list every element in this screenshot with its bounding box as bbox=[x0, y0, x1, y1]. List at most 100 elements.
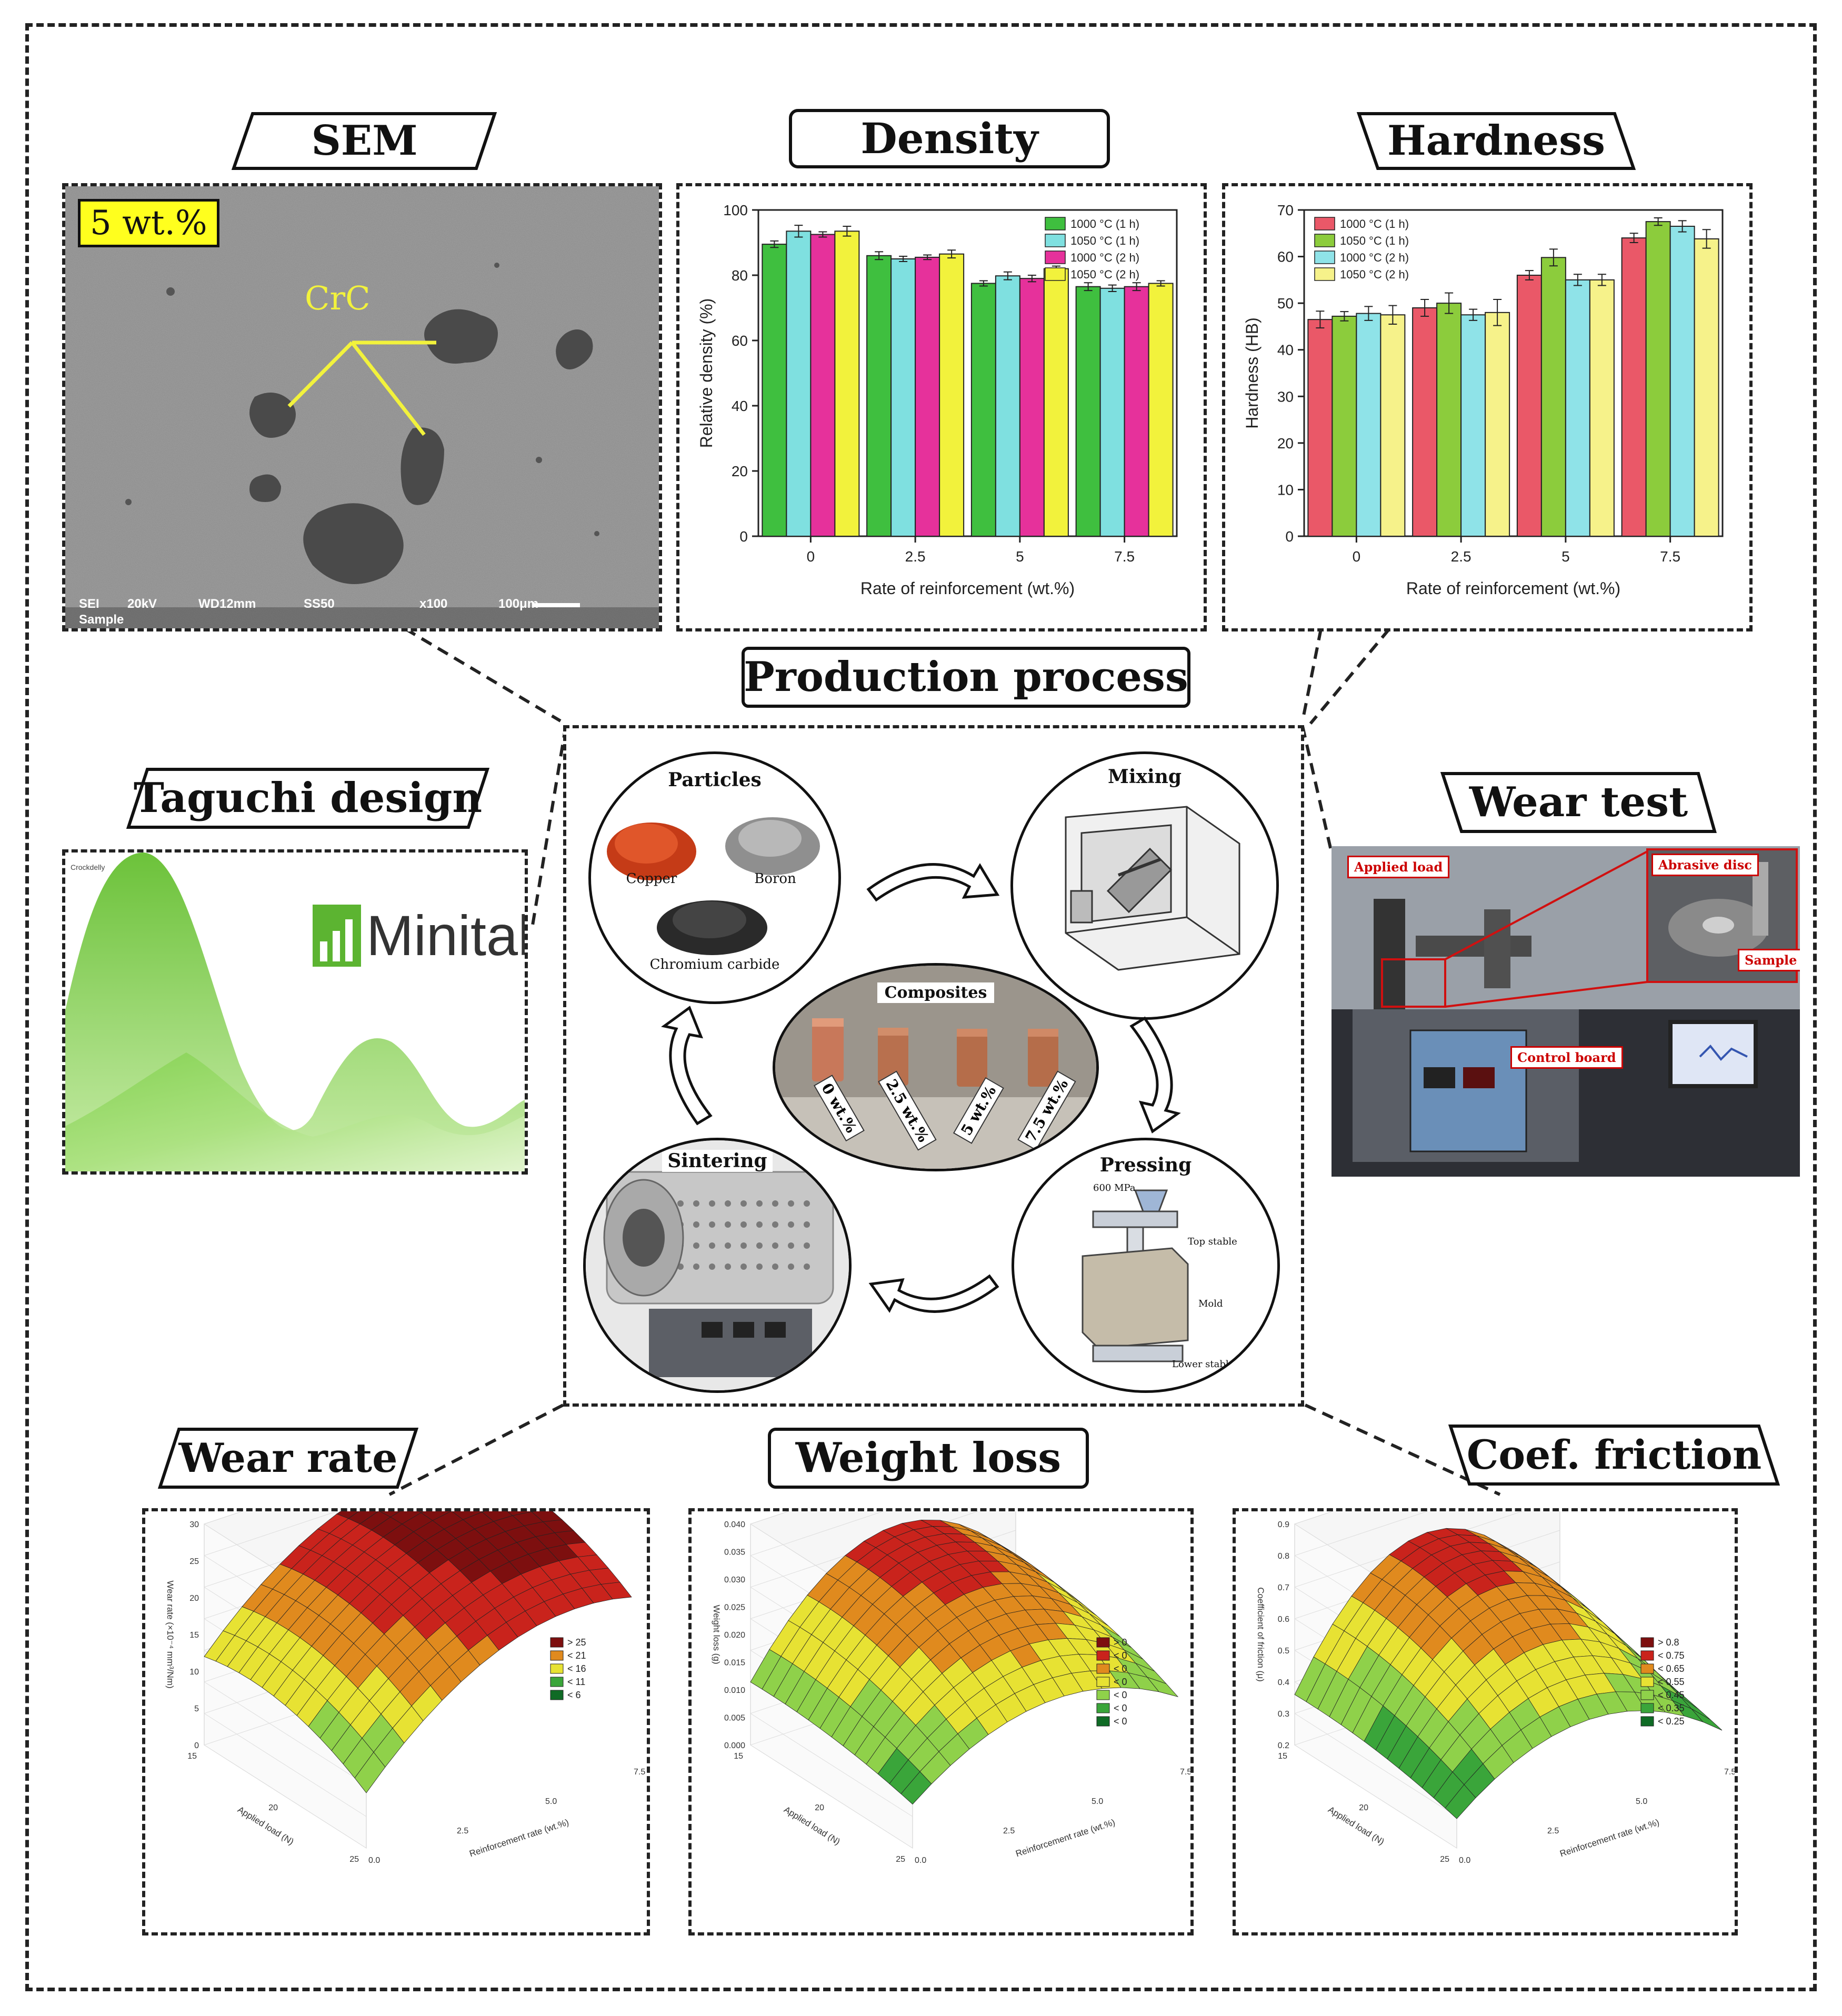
sintering-circle: Sintering bbox=[583, 1138, 852, 1393]
weight-loss-ztick-label-5: 0.025 bbox=[724, 1603, 745, 1612]
weight-loss-ztick-label-4: 0.020 bbox=[724, 1631, 745, 1640]
hardness-legend-swatch-1 bbox=[1314, 234, 1335, 247]
outer-frame bbox=[25, 23, 1817, 1991]
hardness-xtick-label-1: 2.5 bbox=[1451, 548, 1471, 565]
coef-friction-xtick-label-2: 5.0 bbox=[1636, 1797, 1647, 1806]
composites-title: Composites bbox=[877, 982, 995, 1003]
sem-phase-label: CrC bbox=[305, 279, 371, 317]
hardness-bar bbox=[1307, 319, 1333, 537]
hardness-bar bbox=[1669, 226, 1695, 537]
density-xlabel: Rate of reinforcement (wt.%) bbox=[860, 579, 1075, 598]
wear-rate-ytick-label-2: 25 bbox=[349, 1855, 359, 1864]
wear-test-scene bbox=[1332, 846, 1800, 1177]
sample-label: Sample bbox=[1738, 949, 1800, 971]
press-drawing bbox=[1082, 1189, 1189, 1362]
weight-loss-legend-label-3: < 0 bbox=[1114, 1677, 1127, 1687]
coef-friction-legend-label-4: < 0.45 bbox=[1658, 1690, 1685, 1700]
weight-loss-surface-chart: 0.0000.0050.0100.0150.0200.0250.0300.035… bbox=[712, 1435, 1192, 1865]
coef-friction-ztick-label-2: 0.4 bbox=[1278, 1678, 1289, 1687]
density-xtick-label-3: 7.5 bbox=[1114, 548, 1135, 565]
weight-loss-ylabel: Applied load (N) bbox=[782, 1804, 842, 1847]
arrow-pressing-to-sintering bbox=[868, 1274, 999, 1313]
wear-rate-xtick-label-0: 0.0 bbox=[368, 1856, 380, 1865]
hardness-ytick-label-3: 30 bbox=[1277, 388, 1294, 405]
label-coef-friction: Coef. friction bbox=[1448, 1424, 1780, 1486]
mixer-drawing bbox=[1065, 806, 1240, 971]
density-panel: 0 20 40 60 80 100 0 2.5 5 7.5 Rate of reinforcemen… bbox=[676, 183, 1207, 631]
density-legend-swatch-0 bbox=[1045, 217, 1066, 230]
density-ytick-label-5: 100 bbox=[723, 202, 748, 218]
label-production: Production process bbox=[741, 646, 1191, 708]
wear-rate-xtick-label-3: 7.5 bbox=[634, 1768, 645, 1777]
wear-rate-ztick-label-2: 10 bbox=[189, 1668, 199, 1677]
wear-rate-ztick-label-4: 20 bbox=[189, 1594, 199, 1603]
weight-loss-legend-swatch-2 bbox=[1096, 1663, 1110, 1674]
wear-rate-legend-label-2: < 16 bbox=[567, 1663, 586, 1674]
hardness-ytick-label-7: 70 bbox=[1277, 202, 1294, 218]
density-ytick-label-4: 80 bbox=[732, 267, 748, 284]
hardness-bar bbox=[1540, 257, 1566, 537]
weight-loss-ytick-label-1: 20 bbox=[815, 1803, 824, 1812]
wear-rate-ztick-label-3: 15 bbox=[189, 1631, 199, 1640]
sem-footer-wd: WD12mm bbox=[198, 597, 256, 611]
hardness-plot-frame bbox=[1303, 209, 1724, 537]
wear-rate-legend-label-4: < 6 bbox=[567, 1690, 581, 1700]
label-taguchi-text: Taguchi design bbox=[133, 774, 483, 822]
hardness-legend-swatch-2 bbox=[1314, 250, 1335, 264]
hardness-bar bbox=[1485, 312, 1510, 537]
hardness-legend-label-1: 1050 °C (1 h) bbox=[1340, 234, 1409, 247]
wear-rate-xlabel: Reinforcement rate (wt.%) bbox=[468, 1817, 570, 1859]
weight-loss-xtick-label-3: 7.5 bbox=[1180, 1768, 1190, 1777]
density-bar bbox=[834, 230, 860, 537]
label-production-text: Production process bbox=[744, 653, 1188, 701]
hardness-legend-swatch-3 bbox=[1314, 267, 1335, 281]
hardness-bar bbox=[1645, 221, 1671, 537]
coef-friction-xtick-label-1: 2.5 bbox=[1547, 1827, 1559, 1836]
coef-friction-ztick-label-3: 0.5 bbox=[1278, 1647, 1289, 1656]
density-plot-frame bbox=[757, 209, 1178, 537]
weight-loss-ztick-label-6: 0.030 bbox=[724, 1576, 745, 1584]
density-bar bbox=[1148, 283, 1174, 537]
density-xtick-label-0: 0 bbox=[807, 548, 815, 565]
weight-loss-legend-swatch-4 bbox=[1096, 1690, 1110, 1700]
hardness-xtick-label-2: 5 bbox=[1561, 548, 1570, 565]
wear-rate-legend-swatch-1 bbox=[550, 1650, 564, 1661]
sintering-title: Sintering bbox=[662, 1150, 773, 1172]
arrow-mixing-to-pressing bbox=[1129, 1016, 1181, 1134]
wear-test-photo: Applied load Abrasive disc Sample Contro… bbox=[1332, 846, 1800, 1177]
density-ytick-label-3: 60 bbox=[732, 333, 748, 349]
mixing-title: Mixing bbox=[1107, 766, 1182, 788]
density-legend-label-1: 1050 °C (1 h) bbox=[1070, 234, 1139, 247]
weight-loss-xtick-label-0: 0.0 bbox=[915, 1856, 926, 1865]
coef-friction-xtick-label-0: 0.0 bbox=[1459, 1856, 1470, 1865]
weight-loss-xtick-label-2: 5.0 bbox=[1092, 1797, 1103, 1806]
hardness-ytick-label-5: 50 bbox=[1277, 295, 1294, 312]
wear-rate-legend-label-3: < 11 bbox=[567, 1677, 585, 1687]
coef-friction-ztick-label-1: 0.3 bbox=[1278, 1710, 1289, 1719]
hardness-ylabel: Hardness (HB) bbox=[1243, 317, 1262, 429]
taguchi-credit: Crockdelly bbox=[71, 863, 105, 871]
coef-friction-surface-chart: 0.2 0.3 0.4 0.5 0.6 0.7 0.8 0.9 0.0 2.5 5.0 7.5 15 20… bbox=[1256, 1435, 1736, 1865]
coef-friction-legend-label-2: < 0.65 bbox=[1658, 1663, 1685, 1674]
coef-friction-ztick-label-0: 0.2 bbox=[1278, 1741, 1289, 1750]
density-xtick-label-1: 2.5 bbox=[905, 548, 926, 565]
pressing-title: Pressing bbox=[1099, 1154, 1192, 1176]
coef-friction-ytick-label-2: 25 bbox=[1440, 1855, 1449, 1864]
label-density-text: Density bbox=[860, 114, 1038, 163]
hardness-xtick-label-0: 0 bbox=[1353, 548, 1361, 565]
hardness-bar bbox=[1412, 307, 1438, 537]
density-bar bbox=[939, 253, 965, 537]
weight-loss-legend-swatch-5 bbox=[1096, 1703, 1110, 1713]
weight-loss-ztick-label-1: 0.005 bbox=[724, 1714, 745, 1723]
coef-friction-legend-label-5: < 0.35 bbox=[1658, 1703, 1685, 1713]
pressing-pressure-label: 600 MPa bbox=[1093, 1182, 1136, 1193]
weight-loss-ztick-label-3: 0.015 bbox=[724, 1659, 745, 1668]
wear-rate-ztick-label-0: 0 bbox=[194, 1741, 199, 1750]
pressing-circle: Pressing 600 MPa Top stable Mold Lower s… bbox=[1012, 1138, 1280, 1393]
label-coef-friction-text: Coef. friction bbox=[1466, 1431, 1762, 1478]
label-density: Density bbox=[788, 108, 1110, 169]
weight-loss-legend-swatch-3 bbox=[1096, 1677, 1110, 1687]
sem-footer-mode: SEI bbox=[79, 597, 99, 611]
weight-loss-legend-swatch-1 bbox=[1096, 1650, 1110, 1661]
furnace-photo bbox=[586, 1140, 849, 1390]
